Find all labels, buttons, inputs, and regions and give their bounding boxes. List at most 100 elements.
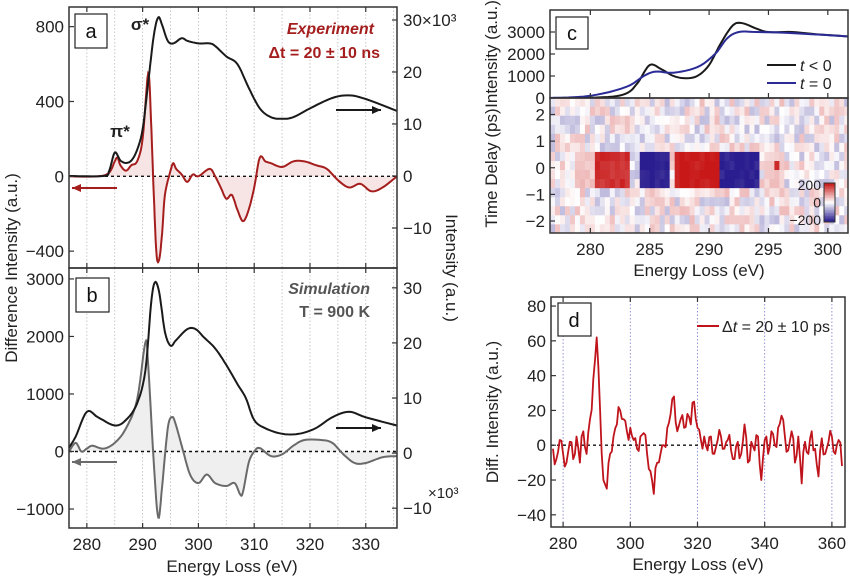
heatmap-cell	[639, 133, 646, 143]
heatmap-cell	[674, 178, 681, 189]
heatmap-cell	[669, 106, 676, 116]
heatmap-cell	[699, 98, 705, 107]
heatmap-cell	[804, 187, 810, 198]
panel-d-label: d	[568, 310, 579, 332]
heatmap-cell	[664, 196, 671, 207]
heatmap-cell	[604, 98, 611, 107]
panel-b-left-y-tick-label: 3000	[26, 270, 64, 289]
panel-b-title: Simulation	[288, 281, 370, 298]
heatmap-cell	[639, 223, 646, 234]
heatmap-cell	[719, 214, 725, 225]
heatmap-cell	[799, 124, 805, 134]
heatmap-cell	[734, 160, 740, 171]
heatmap-cell	[659, 205, 666, 216]
heatmap-cell	[749, 98, 755, 107]
heatmap-cell	[824, 142, 830, 152]
heatmap-cell	[809, 160, 815, 171]
colorbar-segment	[824, 202, 835, 205]
heatmap-cell	[574, 98, 581, 107]
heatmap-cell	[769, 160, 775, 171]
heatmap-cell	[559, 160, 566, 171]
heatmap-cell	[834, 187, 840, 198]
panel-b-left-y-tick-label: 0	[55, 442, 64, 461]
heatmap-cell	[749, 169, 755, 180]
heatmap-cell	[664, 214, 671, 225]
heatmap-cell	[794, 205, 800, 216]
heatmap-cell	[604, 214, 611, 225]
heatmap-cell	[744, 196, 750, 207]
heatmap-cell	[594, 124, 601, 134]
heatmap-cell	[629, 106, 636, 116]
heatmap-cell	[594, 151, 601, 161]
legend-text-t-equal-0: t = 0	[800, 76, 832, 93]
panel-b-subtitle: T = 900 K	[299, 304, 370, 321]
colorbar: 200 0−200	[789, 177, 836, 228]
colorbar-segment	[824, 193, 835, 196]
heatmap-cell	[559, 214, 566, 225]
heatmap-cell	[794, 106, 800, 116]
heatmap-cell	[589, 223, 596, 234]
heatmap-cell	[594, 223, 601, 234]
heatmap-cell	[819, 124, 825, 134]
heatmap-cell	[664, 133, 671, 143]
sigma-peak-label: σ*	[131, 15, 150, 34]
heatmap-cell	[724, 205, 730, 216]
heatmap-cell	[839, 223, 845, 234]
heatmap-cell	[604, 106, 611, 116]
heatmap-cell	[729, 115, 735, 125]
heatmap-cell	[674, 151, 681, 161]
heatmap-cell	[799, 160, 805, 171]
heatmap-cell	[574, 160, 581, 171]
colorbar-segment	[824, 217, 835, 220]
heatmap-cell	[709, 187, 715, 198]
heatmap-cell	[639, 169, 646, 180]
heatmap-cell	[604, 115, 611, 125]
heatmap-cell	[759, 169, 765, 180]
heatmap-cell	[839, 160, 845, 171]
heatmap-cell	[629, 151, 636, 161]
heatmap-cell	[764, 205, 770, 216]
heatmap-cell	[634, 133, 641, 143]
heatmap-cell	[759, 205, 765, 216]
heatmap-cell	[844, 214, 849, 225]
heatmap-cell	[714, 205, 720, 216]
heatmap-cell	[550, 142, 556, 152]
panel-d-x-tick-label: 300	[616, 534, 644, 553]
heatmap-cell	[644, 133, 651, 143]
heatmap-cell	[814, 142, 820, 152]
heatmap-cell	[684, 187, 691, 198]
heatmap-cell	[649, 223, 656, 234]
heatmap-cell	[694, 169, 700, 180]
heatmap-cell	[609, 214, 616, 225]
heatmap-cell	[659, 187, 666, 198]
heatmap-cell	[749, 187, 755, 198]
heatmap-cell	[564, 98, 571, 107]
panel-c-top-y-tick-label: 2000	[507, 45, 545, 64]
pi-peak-label: π*	[110, 122, 130, 141]
heatmap-cell	[634, 169, 641, 180]
heatmap-cell	[674, 115, 681, 125]
heatmap-cell	[769, 214, 775, 225]
heatmap-cell	[664, 142, 671, 152]
heatmap-cell	[654, 160, 661, 171]
legend-var: t	[800, 58, 805, 75]
heatmap-cell	[819, 214, 825, 225]
heatmap-cell	[704, 178, 710, 189]
heatmap-cell	[699, 214, 705, 225]
heatmap-cell	[574, 196, 581, 207]
heatmap-cell	[744, 106, 750, 116]
heatmap-cell	[669, 124, 676, 134]
heatmap-cell	[784, 151, 790, 161]
panel-d-y-tick-label: 60	[527, 332, 546, 351]
heatmap-cell	[639, 196, 646, 207]
heatmap-cell	[624, 142, 631, 152]
heatmap-cell	[819, 205, 825, 216]
heatmap-cell	[550, 124, 556, 134]
heatmap-cell	[634, 151, 641, 161]
heatmap-cell	[749, 151, 755, 161]
heatmap-cell	[619, 106, 626, 116]
heatmap-cell	[794, 124, 800, 134]
heatmap-cell	[774, 115, 780, 125]
heatmap-cell	[789, 106, 795, 116]
heatmap-cell	[689, 187, 696, 198]
